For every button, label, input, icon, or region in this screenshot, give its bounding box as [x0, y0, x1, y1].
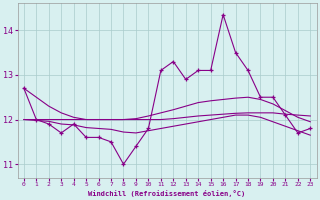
X-axis label: Windchill (Refroidissement éolien,°C): Windchill (Refroidissement éolien,°C)	[88, 190, 246, 197]
